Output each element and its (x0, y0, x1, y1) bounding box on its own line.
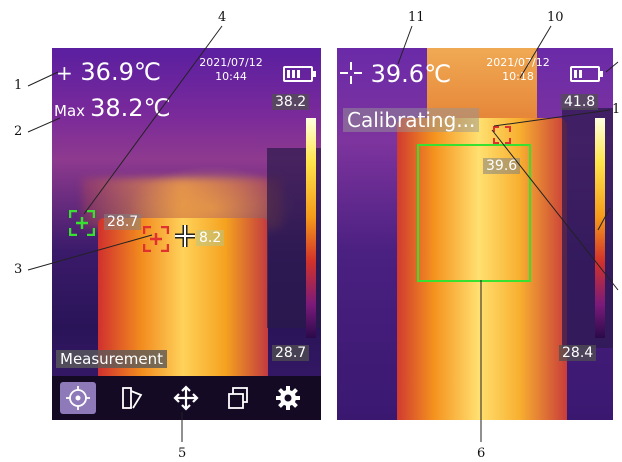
callout-6: 6 (477, 446, 486, 461)
battery-icon (283, 66, 316, 82)
crosshair-red-icon (142, 225, 170, 253)
callout-5: 5 (178, 446, 187, 461)
thermal-screen-calibrating: 39.6℃ 2021/07/12 10:18 41.8 28.4 Calibra… (337, 48, 613, 420)
callout-2: 2 (14, 124, 23, 139)
move-icon (173, 385, 199, 411)
callout-3: 3 (14, 262, 23, 277)
settings-button[interactable] (270, 382, 306, 414)
box-temp: 39.6 (483, 158, 521, 174)
toolbar (52, 376, 321, 420)
cursor-temp: 8.2 (196, 230, 225, 246)
crosshair-green-icon (68, 209, 96, 237)
measure-mode-button[interactable] (60, 382, 96, 414)
min-point-temp: 28.7 (104, 214, 142, 230)
color-scale-bar (306, 118, 316, 338)
datetime: 2021/07/12 10:18 (473, 56, 563, 84)
center-temp-readout: 39.6℃ (339, 60, 451, 88)
max-temp-value: 38.2℃ (90, 94, 171, 122)
scale-max-label: 38.2 (272, 94, 310, 110)
center-temp-value: 39.6℃ (370, 60, 452, 88)
thermal-background-object (562, 108, 613, 348)
callout-1: 1 (14, 78, 23, 93)
datetime: 2021/07/12 10:44 (186, 56, 276, 84)
date: 2021/07/12 (199, 56, 263, 69)
callout-4: 4 (218, 10, 227, 25)
callout-11: 11 (408, 10, 425, 25)
scale-max-label: 41.8 (561, 94, 599, 110)
color-scale-bar (595, 118, 605, 338)
target-icon (66, 386, 90, 410)
center-temp-value: 36.9℃ (80, 58, 161, 86)
time: 10:18 (502, 70, 534, 83)
time: 10:44 (215, 70, 247, 83)
calibrating-status: Calibrating... (343, 108, 480, 132)
max-prefix: Max (54, 102, 86, 120)
battery-charging-icon (570, 66, 603, 82)
date: 2021/07/12 (486, 56, 550, 69)
scale-min-label: 28.4 (559, 345, 597, 361)
layers-button[interactable] (220, 382, 256, 414)
palette-button[interactable] (114, 382, 150, 414)
max-point-marker[interactable] (142, 225, 170, 253)
box-max-marker (493, 126, 511, 144)
crosshair-icon (340, 62, 362, 84)
callout-1-right: 1 (612, 102, 621, 117)
layers-icon (228, 387, 248, 409)
gear-icon (276, 386, 300, 410)
cursor-marker[interactable] (174, 224, 196, 248)
palette-icon (122, 387, 143, 409)
mode-label: Measurement (56, 350, 167, 368)
move-button[interactable] (168, 382, 204, 414)
crosshair-white-icon (175, 225, 195, 247)
center-temp-readout: + 36.9℃ (56, 58, 161, 86)
callout-10: 10 (547, 10, 564, 25)
crosshair-icon: + (56, 61, 73, 85)
min-point-marker[interactable] (68, 209, 96, 237)
thermal-screen-measurement: + 36.9℃ Max 38.2℃ 2021/07/12 10:44 38.2 … (52, 48, 321, 420)
max-temp-readout: Max 38.2℃ (54, 94, 171, 122)
scale-min-label: 28.7 (272, 345, 310, 361)
